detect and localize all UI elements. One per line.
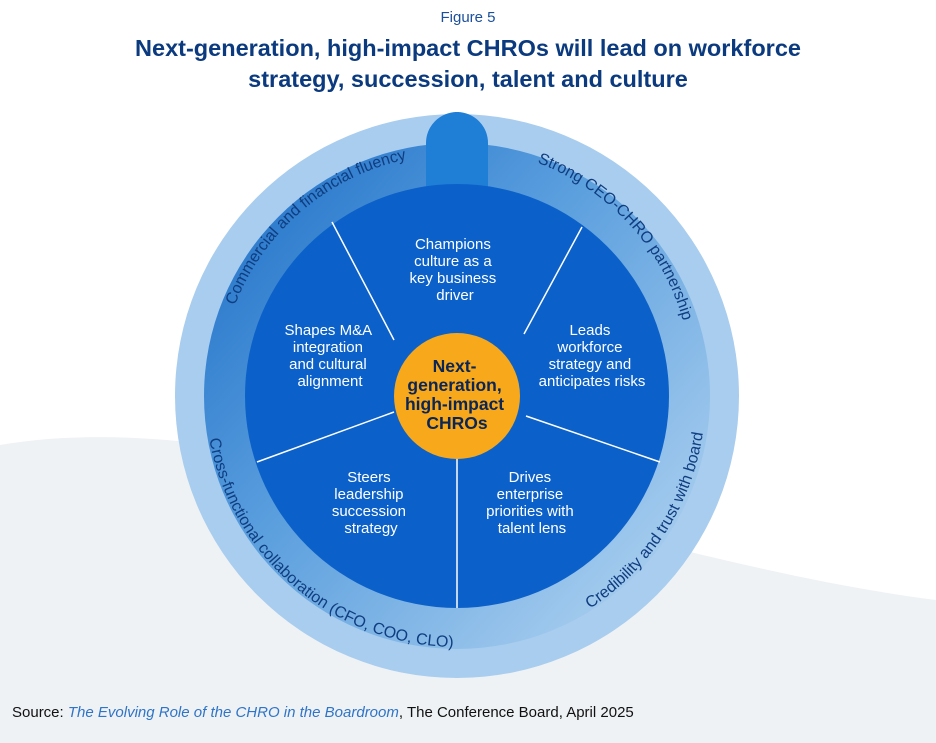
title-line-2: strategy, succession, talent and culture [248, 66, 688, 92]
segment-ma-integration: Shapes M&A integration and cultural alig… [285, 322, 376, 390]
source-prefix: Source: [12, 704, 68, 721]
source-note: Source: The Evolving Role of the CHRO in… [12, 704, 634, 721]
segment-workforce-strategy: Leads workforce strategy and anticipates… [539, 322, 646, 390]
figure-title: Next-generation, high-impact CHROs will … [60, 33, 876, 95]
source-suffix: , The Conference Board, April 2025 [398, 704, 634, 721]
center-hub [394, 333, 520, 459]
segment-succession: Steers leadership succession strategy [332, 469, 410, 537]
title-line-1: Next-generation, high-impact CHROs will … [135, 35, 801, 61]
divider-line [331, 221, 395, 341]
divider-line [523, 226, 583, 335]
ring-arc-cap-join [455, 112, 459, 174]
segment-dividers [256, 221, 661, 608]
divider-line [256, 411, 395, 463]
divider-line [525, 415, 661, 463]
segment-enterprise-priorities: Drives enterprise priorities with talent… [486, 469, 578, 537]
figure-label: Figure 5 [440, 9, 496, 26]
source-link[interactable]: The Evolving Role of the CHRO in the Boa… [67, 704, 399, 721]
center-label: Next- generation, high-impact CHROs [405, 356, 509, 433]
segment-culture: Champions culture as a key business driv… [410, 236, 501, 304]
